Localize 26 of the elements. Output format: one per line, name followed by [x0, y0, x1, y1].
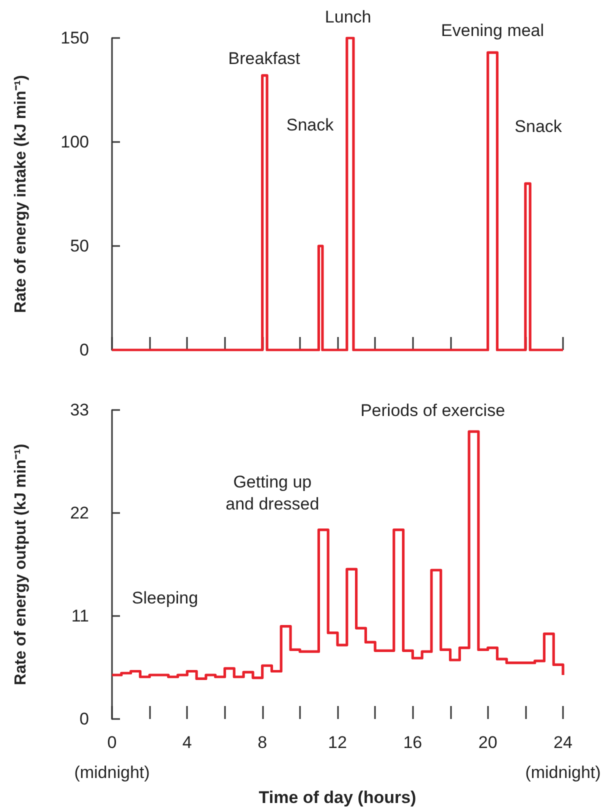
annotation: Breakfast — [228, 48, 300, 68]
annotation: Sleeping — [132, 588, 198, 608]
annotation: Snack — [514, 117, 562, 136]
annotation: Lunch — [324, 8, 372, 26]
y-tick-label: 150 — [60, 28, 89, 48]
y-tick-label: 100 — [60, 132, 89, 152]
x-tick-label: 16 — [403, 733, 422, 752]
y-tick-label: 0 — [80, 710, 89, 728]
x-tick-label: 0 (midnight) — [74, 733, 150, 782]
x-tick-label: 20 — [478, 733, 498, 752]
annotation: Snack — [286, 116, 334, 134]
y-axis-title: Rate of energy output (kJ min⁻¹) — [12, 444, 30, 686]
y-tick-label: 11 — [71, 606, 89, 626]
x-tick-label: 12 — [328, 733, 347, 752]
x-tick-label: 24 (midnight) — [525, 733, 601, 782]
annotation: Evening meal — [441, 21, 544, 40]
x-tick-label: 8 — [258, 733, 268, 752]
annotation: Getting up and dressed — [226, 472, 320, 514]
y-tick-label: 22 — [70, 504, 89, 522]
y-tick-label: 33 — [70, 400, 89, 420]
x-axis-title: Time of day (hours) — [258, 788, 416, 807]
annotation: Periods of exercise — [360, 401, 506, 420]
x-tick-label: 4 — [182, 733, 192, 752]
y-axis-title: Rate of energy intake (kJ min⁻¹) — [12, 75, 30, 313]
y-tick-label: 0 — [80, 340, 89, 360]
y-tick-label: 50 — [70, 236, 89, 256]
